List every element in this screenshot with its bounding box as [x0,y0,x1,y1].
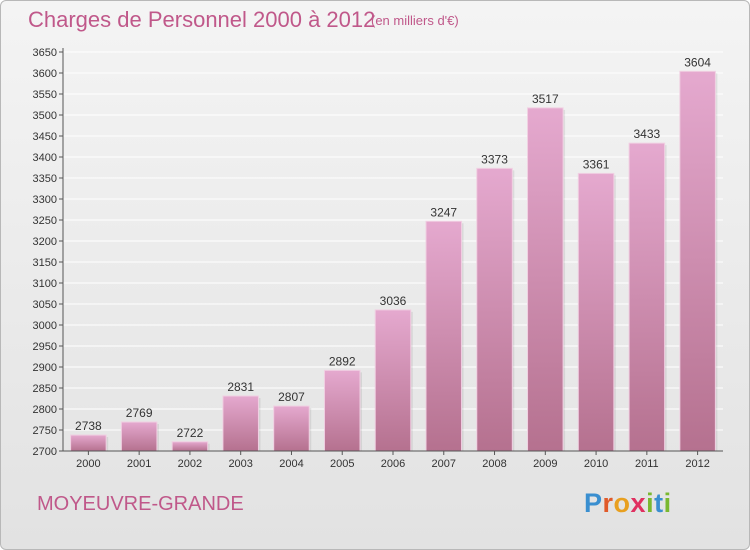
y-tick-label: 2800 [33,404,57,416]
bar-value-label: 3604 [684,55,711,69]
y-tick-label: 3200 [33,236,57,248]
bar-value-label: 2892 [329,354,356,368]
y-tick-label: 3600 [33,68,57,80]
x-tick-label: 2002 [178,458,202,470]
bar [70,434,107,452]
bar-value-label: 2769 [126,406,153,420]
bar-value-label: 3433 [633,127,660,141]
logo-letter: P [584,488,603,518]
logo-letter: r [602,488,614,518]
bar [171,441,209,452]
bar-value-label: 2831 [227,380,254,394]
y-tick-label: 2850 [33,383,57,395]
bar [476,167,513,452]
x-tick-label: 2003 [228,458,252,470]
y-tick-label: 2750 [33,425,57,437]
x-tick-label: 2009 [533,458,557,470]
y-tick-label: 3550 [33,89,57,101]
logo-letter: i [663,488,672,518]
logo-letter: i [646,488,655,518]
bar-value-label: 2722 [177,426,204,440]
chart-subtitle: (en milliers d'€) [371,13,459,28]
y-tick-label: 3000 [33,320,57,332]
proxiti-logo: Proxiti [584,488,672,519]
bar [679,70,716,452]
bar-value-label: 2738 [75,419,102,433]
bar [374,309,412,452]
y-tick-label: 3450 [33,131,57,143]
bar-value-label: 3373 [481,152,508,166]
x-tick-label: 2012 [685,458,709,470]
x-tick-label: 2004 [279,458,303,470]
y-tick-label: 3100 [33,278,57,290]
bar-value-label: 3036 [380,294,407,308]
bar [527,107,564,452]
bar [273,405,310,452]
y-tick-label: 3400 [33,152,57,164]
x-tick-label: 2007 [432,458,456,470]
y-tick-label: 2950 [33,341,57,353]
x-tick-label: 2006 [381,458,405,470]
logo-letter: o [613,488,631,518]
y-axis-tick-labels: 2700 2750 2800 2850 2900 2950 3000 3050 3100 3150… [33,47,63,458]
bar-value-labels: 2738 2769 2722 2831 2807 2892 3036 3247 3373 3517… [75,55,711,439]
y-tick-label: 3500 [33,110,57,122]
bar [120,421,158,452]
logo-letter: x [630,488,647,518]
y-tick-label: 2900 [33,362,57,374]
y-tick-label: 3250 [33,215,57,227]
bar-value-label: 2807 [278,390,305,404]
bar [222,395,259,452]
logo-letter: t [654,488,664,518]
y-tick-label: 2700 [33,446,57,458]
bar [628,142,666,452]
y-tick-label: 3150 [33,257,57,269]
bar-value-label: 3247 [430,205,457,219]
x-tick-label: 2011 [635,458,659,470]
y-tick-label: 3650 [33,47,57,59]
y-tick-label: 3050 [33,299,57,311]
x-tick-label: 2000 [76,458,100,470]
x-tick-label: 2001 [127,458,151,470]
bar-value-label: 3361 [583,157,610,171]
bars [70,70,718,452]
x-tick-label: 2010 [584,458,608,470]
chart-title: Charges de Personnel 2000 à 2012 [28,7,376,32]
x-tick-label: 2005 [330,458,354,470]
bar [577,172,615,452]
y-tick-label: 3350 [33,173,57,185]
x-tick-label: 2008 [482,458,506,470]
bar [323,369,361,452]
y-tick-label: 3300 [33,194,57,206]
commune-name: MOYEUVRE-GRANDE [37,493,244,515]
bar-value-label: 3517 [532,92,559,106]
x-axis-tick-labels: 2000 2001 2002 2003 2004 2005 2006 2007 2008 2009… [76,451,710,470]
bar [425,220,463,452]
